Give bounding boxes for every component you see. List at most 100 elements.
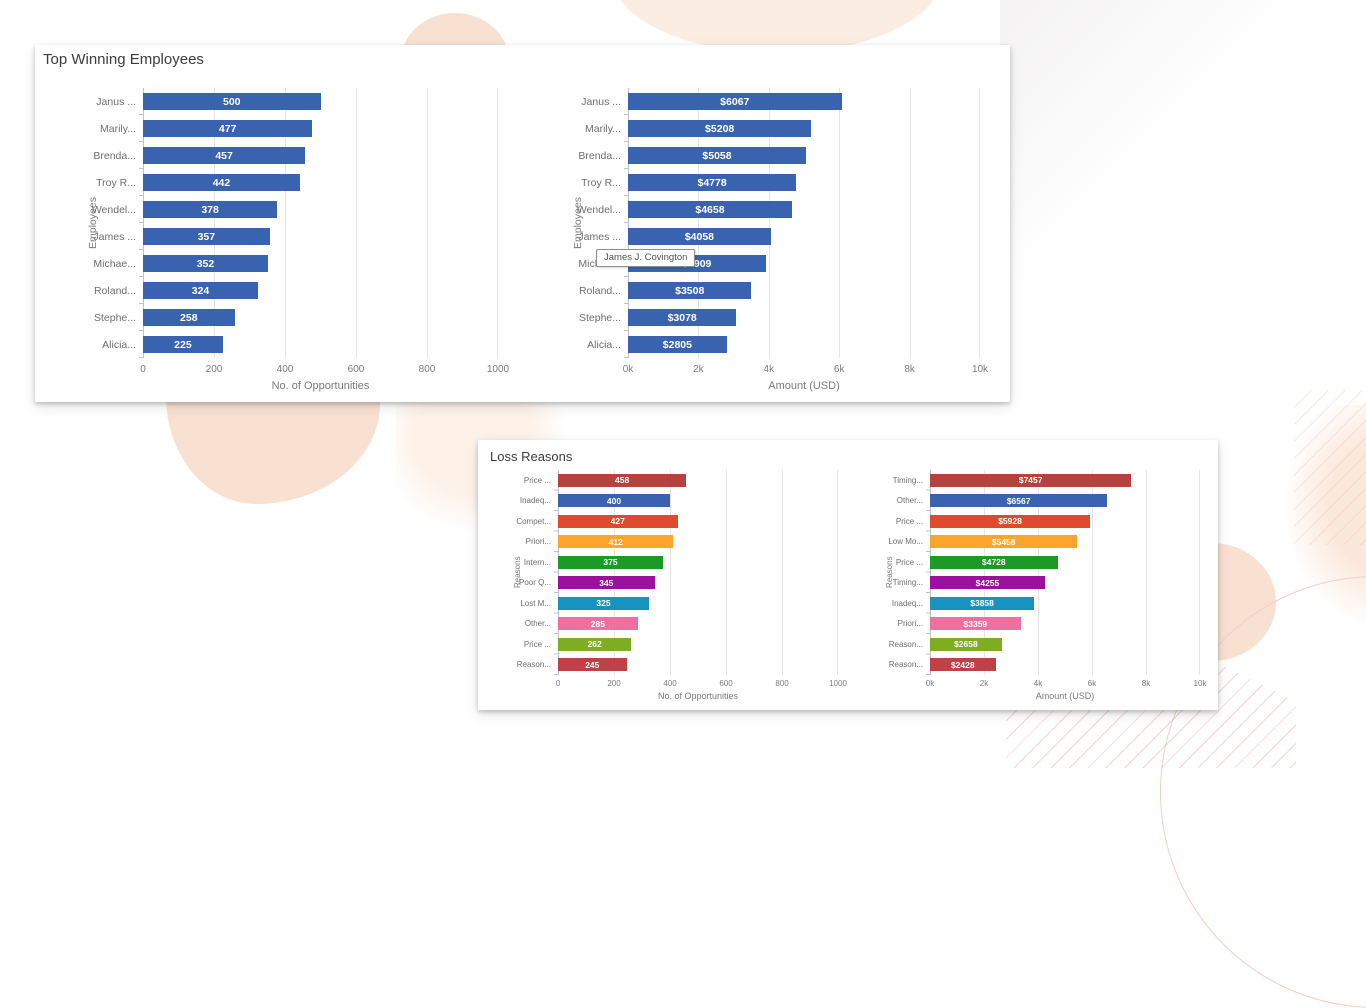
gridline [1146,470,1147,675]
bar-value-label: $4658 [695,203,725,216]
chart-row: Janus ... 500 [96,88,498,115]
bar-value-label: 427 [610,516,625,527]
x-tick-label: 2k [979,679,989,688]
x-tick-label: 6k [833,364,845,375]
bar[interactable]: 458 [558,473,687,487]
bar[interactable]: $4058 [628,228,771,245]
background-soft-gradient [1000,0,1366,340]
x-tick-label: 2k [693,364,704,375]
bar[interactable]: $2805 [628,336,727,353]
bar-value-label: 245 [585,659,600,670]
gridline [356,88,357,358]
bar[interactable]: $4255 [930,576,1045,590]
bar[interactable]: $3858 [930,596,1035,610]
bar[interactable]: $5458 [930,535,1078,549]
chart-row: Alicia... 225 [102,331,498,358]
chart-row: Wendel... $4658 [577,196,980,223]
bar-value-label: $2658 [954,639,978,650]
gridline [670,470,671,675]
chart-row: Stephe... $3078 [579,304,980,331]
bar[interactable]: 500 [143,93,321,110]
category-label: Reason... [888,660,923,670]
gridline [768,88,770,358]
gridline [984,470,985,675]
bar[interactable]: $5208 [628,120,812,137]
category-label: Wendel... [91,203,136,216]
chart-row: Price ... 262 [524,634,838,655]
bar[interactable]: 325 [558,596,649,610]
bar[interactable]: $4728 [930,555,1058,569]
chart-row: Reason... $2428 [889,655,1200,676]
category-label: Reason... [888,639,923,649]
x-tick-label: 4k [763,364,775,375]
x-tick-label: 6k [1087,679,1097,688]
chart-row: Troy R... 442 [96,169,498,196]
category-label: Lost M... [520,598,551,608]
chart-row: Compet... 427 [516,511,838,532]
bar[interactable]: $5928 [930,514,1091,528]
gridline [497,88,498,358]
bar[interactable]: 357 [143,228,270,245]
bar[interactable]: 442 [143,174,300,191]
bar[interactable]: 378 [143,201,278,218]
bar[interactable]: $4778 [628,174,797,191]
bar[interactable]: 258 [143,309,235,326]
bar[interactable]: 457 [143,147,306,164]
category-label: Inadeq... [519,496,551,506]
gridline [1092,470,1093,675]
bar-value-label: $5928 [998,516,1022,527]
bar[interactable]: $3359 [930,617,1021,631]
bar[interactable]: $3078 [628,309,737,326]
chart-row: Marily... 477 [100,115,498,142]
bar-value-label: $6067 [720,95,750,108]
bar[interactable]: 345 [558,576,655,590]
chart-row: Other... $6567 [897,491,1200,512]
bar-value-label: $7457 [1018,475,1043,486]
bar[interactable]: $7457 [930,473,1132,487]
bar-value-label: $2428 [950,659,975,670]
bar[interactable]: $5058 [628,147,807,164]
bar-value-label: 378 [201,203,219,216]
bar[interactable]: 225 [143,336,223,353]
bar[interactable]: 285 [558,617,638,631]
chart-row: Low Mo... $5458 [888,532,1200,553]
chart-row: Brenda... $5058 [578,142,980,169]
bar[interactable]: 262 [558,637,632,651]
bar-value-label: 324 [191,284,210,297]
x-tick-label: 0 [140,364,146,375]
bar[interactable]: 400 [558,494,670,508]
category-label: Troy R... [581,176,621,189]
bar[interactable]: $6067 [628,93,842,110]
background-hatch-right-edge [1294,390,1366,545]
x-axis-title: No. of Opportunities [271,380,370,392]
bar[interactable]: $2428 [930,658,996,672]
y-axis-line [930,470,931,675]
category-label: Price ... [523,639,551,649]
category-label: Timing... [892,475,923,485]
bar[interactable]: 324 [143,282,259,299]
category-label: Roland... [93,284,136,297]
chart-row: Brenda... 457 [93,142,498,169]
bar[interactable]: $6567 [930,494,1108,508]
category-label: Other... [524,619,551,629]
category-label: Low Mo... [888,537,923,547]
bar-value-label: $3858 [970,598,994,609]
x-tick-label: 200 [607,679,621,688]
bar[interactable]: $2658 [930,637,1002,651]
category-label: Price ... [895,516,923,526]
bar[interactable]: 352 [143,255,268,272]
bar[interactable]: $4658 [628,201,792,218]
x-tick-label: 400 [663,679,677,688]
gridline [214,88,215,358]
category-label: Price ... [895,557,923,567]
rows: Timing... $7457 Other... $6567 Price ... $592… [888,470,1200,676]
category-label: Reason... [516,660,551,670]
bar[interactable]: 245 [558,658,627,672]
chart-row: Janus ... $6067 [581,88,980,115]
bar[interactable]: $3508 [628,282,752,299]
bar[interactable]: 412 [558,535,674,549]
bar-value-label: 345 [599,577,614,588]
bar[interactable]: 477 [143,120,313,137]
bar[interactable]: 427 [558,514,678,528]
bar[interactable]: 375 [558,555,663,569]
